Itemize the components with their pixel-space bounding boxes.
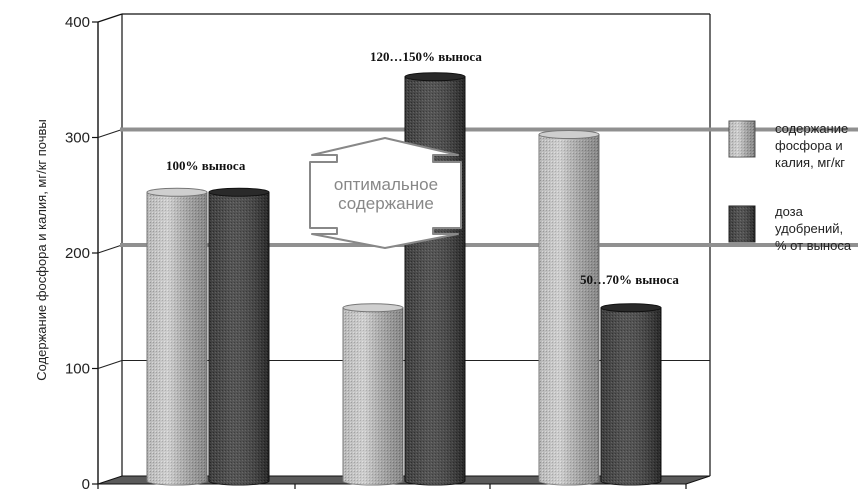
annotation-50-70-percent: 50…70% выноса <box>580 272 679 287</box>
legend-item-dose: доза удобрений, % от выноса <box>728 204 852 253</box>
legend-swatch-light-shade <box>729 121 755 157</box>
legend-label-content-line2: фосфора и <box>775 138 843 153</box>
bar-shade <box>343 307 403 485</box>
y-tick-label: 0 <box>82 476 90 489</box>
bar-dose-2 <box>404 72 466 486</box>
bar-content-3 <box>538 130 600 486</box>
bar-top <box>342 303 404 313</box>
optimal-range-line <box>120 243 858 247</box>
y-tick-label: 200 <box>65 245 90 262</box>
double-arrow-icon <box>309 137 462 249</box>
bar-shade <box>147 192 207 485</box>
y-axis-title: Содержание фосфора и калия, мг/кг почвы <box>34 119 49 381</box>
bar-dose-1 <box>208 187 270 486</box>
bar-dose-3 <box>600 303 662 486</box>
x-axis-ticks <box>97 484 687 489</box>
legend-label-content-line3: калия, мг/кг <box>775 155 845 170</box>
y-tick-label: 400 <box>65 14 90 31</box>
y-tick-label: 100 <box>65 361 90 378</box>
annotation-100-percent: 100% выноса <box>166 158 246 173</box>
y-axis-ticks: 0 100 200 300 400 <box>65 14 98 489</box>
bar-shade <box>405 76 465 485</box>
bar-shade <box>209 192 269 485</box>
bar-shade <box>539 134 599 485</box>
bar-shade <box>601 307 661 485</box>
legend-item-content: содержание фосфора и калия, мг/кг <box>728 120 848 170</box>
optimal-range-lines <box>120 127 858 247</box>
gridline-side <box>97 360 123 369</box>
bar-content-1 <box>146 187 208 486</box>
y-tick-label: 300 <box>65 130 90 147</box>
bar-top <box>208 187 270 197</box>
bar-top <box>538 130 600 139</box>
optimal-range-line <box>120 127 858 132</box>
optimal-label-line1: оптимальное <box>334 175 438 194</box>
bar-top <box>146 187 208 197</box>
optimal-range-callout: оптимальное содержание <box>309 137 462 249</box>
legend-label-content-line1: содержание <box>775 121 848 136</box>
gridline-side <box>97 129 123 138</box>
legend: содержание фосфора и калия, мг/кг доза у… <box>728 120 852 253</box>
legend-label-dose-line1: доза <box>775 204 804 219</box>
bar-top <box>404 72 466 82</box>
optimal-label-line2: содержание <box>338 194 434 213</box>
bar-top <box>600 303 662 313</box>
bar-content-2 <box>342 303 404 486</box>
gridline-side <box>97 244 123 254</box>
annotation-120-150-percent: 120…150% выноса <box>370 49 482 64</box>
legend-label-dose-line3: % от выноса <box>775 238 852 253</box>
legend-swatch-dark-shade <box>729 206 755 242</box>
legend-label-dose-line2: удобрений, <box>775 221 843 236</box>
